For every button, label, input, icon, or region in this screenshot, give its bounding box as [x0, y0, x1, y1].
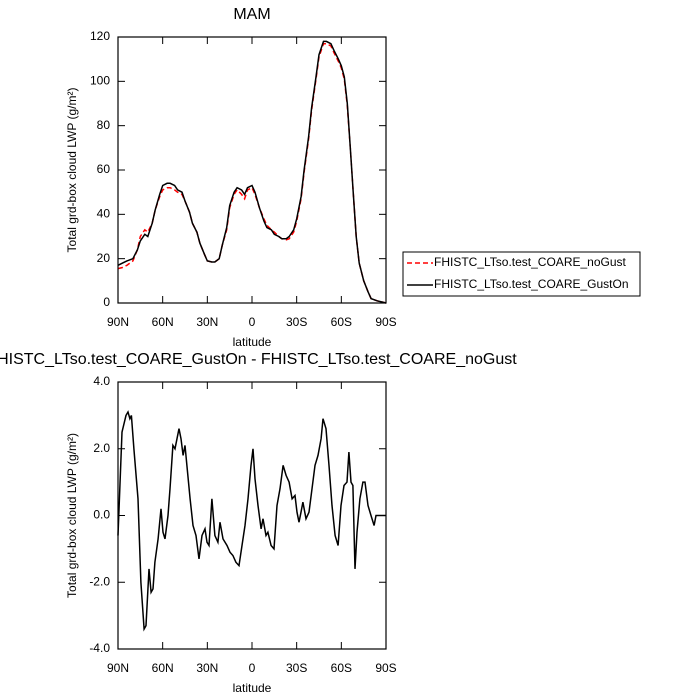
data-line — [117, 42, 387, 304]
y-tick-label: 0 — [103, 295, 110, 309]
y-axis-label: Total grd-box cloud LWP (g/m²) — [65, 433, 79, 598]
plot-frame — [117, 36, 387, 304]
x-tick-label: 30N — [196, 661, 218, 675]
chart-title: MAM — [233, 6, 270, 23]
x-tick-label: 30N — [196, 315, 218, 329]
chart-title: FHISTC_LTso.test_COARE_GustOn - FHISTC_L… — [0, 351, 517, 368]
x-axis-label: latitude — [233, 681, 272, 695]
x-tick-label: 60S — [331, 315, 352, 329]
x-tick-label: 60N — [152, 315, 174, 329]
y-tick-label: 80 — [97, 118, 111, 132]
y-tick-label: 2.0 — [93, 441, 110, 455]
x-tick-label: 0 — [249, 661, 256, 675]
x-tick-label: 0 — [249, 315, 256, 329]
y-tick-label: 120 — [90, 29, 110, 43]
x-tick-label: 60N — [152, 661, 174, 675]
x-tick-label: 30S — [286, 661, 307, 675]
legend-label: FHISTC_LTso.test_COARE_noGust — [434, 255, 627, 269]
y-tick-label: 4.0 — [93, 374, 110, 388]
legend-label: FHISTC_LTso.test_COARE_GustOn — [434, 277, 629, 291]
x-tick-label: 60S — [331, 661, 352, 675]
y-tick-label: 100 — [90, 74, 110, 88]
legend-box — [402, 251, 641, 297]
y-tick-label: 0.0 — [93, 508, 110, 522]
y-tick-label: -4.0 — [89, 641, 110, 655]
plot-frame — [117, 381, 387, 650]
data-line — [117, 40, 387, 304]
y-tick-label: 60 — [97, 162, 111, 176]
x-axis-label: latitude — [233, 335, 272, 349]
x-tick-label: 90S — [375, 661, 396, 675]
y-axis-label: Total grd-box cloud LWP (g/m²) — [65, 88, 79, 253]
x-tick-label: 90N — [107, 315, 129, 329]
y-tick-label: 40 — [97, 207, 111, 221]
data-line — [117, 410, 386, 632]
x-tick-label: 30S — [286, 315, 307, 329]
x-tick-label: 90S — [375, 315, 396, 329]
y-tick-label: 20 — [97, 251, 111, 265]
x-tick-label: 90N — [107, 661, 129, 675]
y-tick-label: -2.0 — [89, 574, 110, 588]
